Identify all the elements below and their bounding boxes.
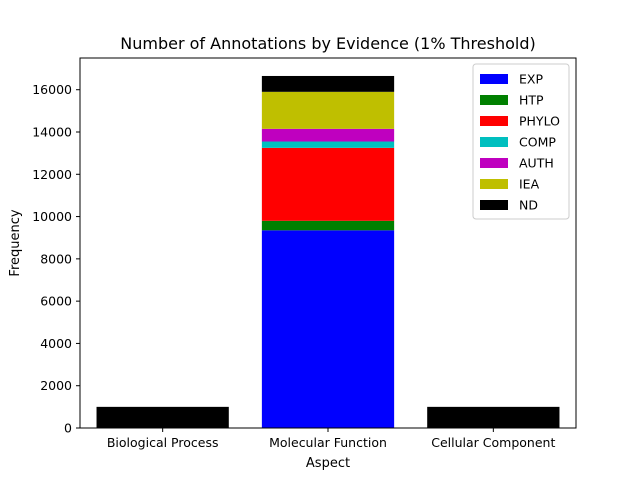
y-tick-label: 10000: [32, 209, 72, 224]
y-axis-label: Frequency: [8, 209, 23, 276]
legend-label-exp: EXP: [519, 72, 543, 87]
legend-swatch-nd: [480, 200, 508, 210]
x-axis: Biological Process Molecular Function Cell…: [107, 428, 555, 450]
legend-label-iea: IEA: [519, 177, 540, 192]
legend: EXP HTP PHYLO COMP AUTH IEA ND: [472, 63, 570, 220]
y-tick-label: 16000: [32, 82, 72, 97]
bar-phylo-2: [261, 147, 395, 221]
y-tick-label: 12000: [32, 167, 72, 182]
bar-nd-3: [427, 406, 560, 428]
legend-label-comp: COMP: [519, 135, 556, 150]
x-tick-label: Biological Process: [107, 435, 219, 450]
y-tick-label: 14000: [32, 125, 72, 140]
x-tick-label: Cellular Component: [431, 435, 555, 450]
bars-layer: [96, 75, 560, 428]
legend-swatch-exp: [480, 74, 508, 84]
bar-auth-2: [261, 128, 395, 142]
y-axis: 0 2000 4000 6000 8000 10000 12000 14000 16000: [32, 82, 80, 436]
legend-label-phylo: PHYLO: [519, 114, 560, 129]
legend-swatch-phylo: [480, 116, 508, 126]
y-tick-label: 0: [64, 421, 72, 436]
legend-swatch-comp: [480, 137, 508, 147]
bar-exp-2: [261, 230, 395, 428]
chart-title: Number of Annotations by Evidence (1% Th…: [120, 34, 535, 53]
legend-label-htp: HTP: [519, 93, 544, 108]
y-tick-label: 4000: [40, 336, 72, 351]
y-tick-label: 6000: [40, 294, 72, 309]
bar-htp-2: [261, 220, 395, 231]
bar-comp-2: [261, 141, 395, 148]
legend-label-auth: AUTH: [519, 156, 554, 171]
bar-nd-1: [96, 406, 229, 428]
bar-iea-2: [261, 91, 395, 129]
x-axis-label: Aspect: [306, 456, 350, 471]
legend-swatch-iea: [480, 179, 508, 189]
legend-swatch-auth: [480, 158, 508, 168]
legend-swatch-htp: [480, 95, 508, 105]
legend-label-nd: ND: [519, 198, 538, 213]
x-tick-label: Molecular Function: [269, 435, 387, 450]
bar-nd-2: [261, 75, 395, 92]
y-tick-label: 8000: [40, 251, 72, 266]
y-tick-label: 2000: [40, 378, 72, 393]
